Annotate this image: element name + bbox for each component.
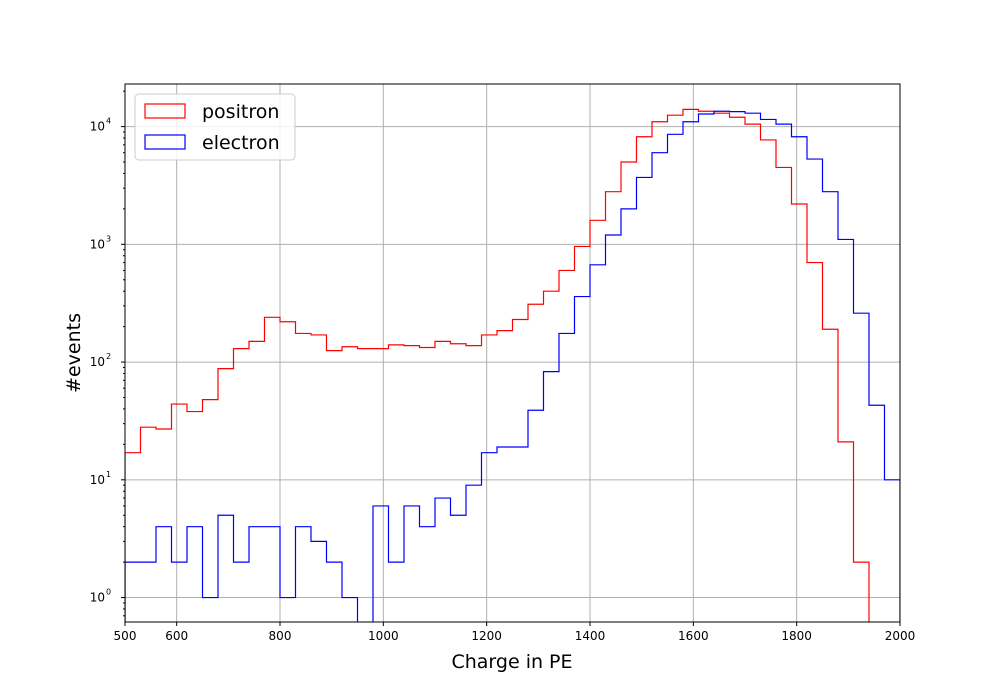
series-positron-line [125,108,870,622]
y-tick-exponent: 0 [106,588,111,597]
legend-label-positron: positron [202,101,279,123]
x-tick-label: 1000 [368,629,399,643]
legend-swatch-electron [144,134,186,150]
y-tick-label: 10 [90,473,105,487]
y-tick-exponent: 3 [106,234,111,243]
x-tick-label: 1600 [678,629,709,643]
y-tick-label: 10 [90,355,105,369]
plot-frame [124,83,901,623]
y-tick-label: 10 [90,591,105,605]
y-tick-exponent: 4 [106,117,111,126]
x-tick-label: 800 [269,629,292,643]
x-tick-label: 500 [114,629,137,643]
x-tick-label: 2000 [885,629,916,643]
y-tick-label: 10 [90,237,105,251]
x-tick-label: 1800 [781,629,812,643]
y-tick-exponent: 2 [106,352,111,361]
y-tick-exponent: 1 [106,470,111,479]
x-tick-label: 1200 [471,629,502,643]
legend: positron electron [134,93,296,161]
legend-box [134,93,296,161]
x-tick-label: 600 [165,629,188,643]
y-tick-label: 10 [90,120,105,134]
y-axis-label: #events [63,313,85,393]
x-axis-label: Charge in PE [451,651,572,673]
series-layer [125,108,900,622]
legend-swatch-positron [144,103,186,119]
x-axis: 600 800 1000 1200 1400 1600 1800 2000 500 [114,622,916,643]
series-electron-line [125,110,900,622]
legend-label-electron: electron [202,132,280,154]
x-tick-label: 1400 [575,629,606,643]
